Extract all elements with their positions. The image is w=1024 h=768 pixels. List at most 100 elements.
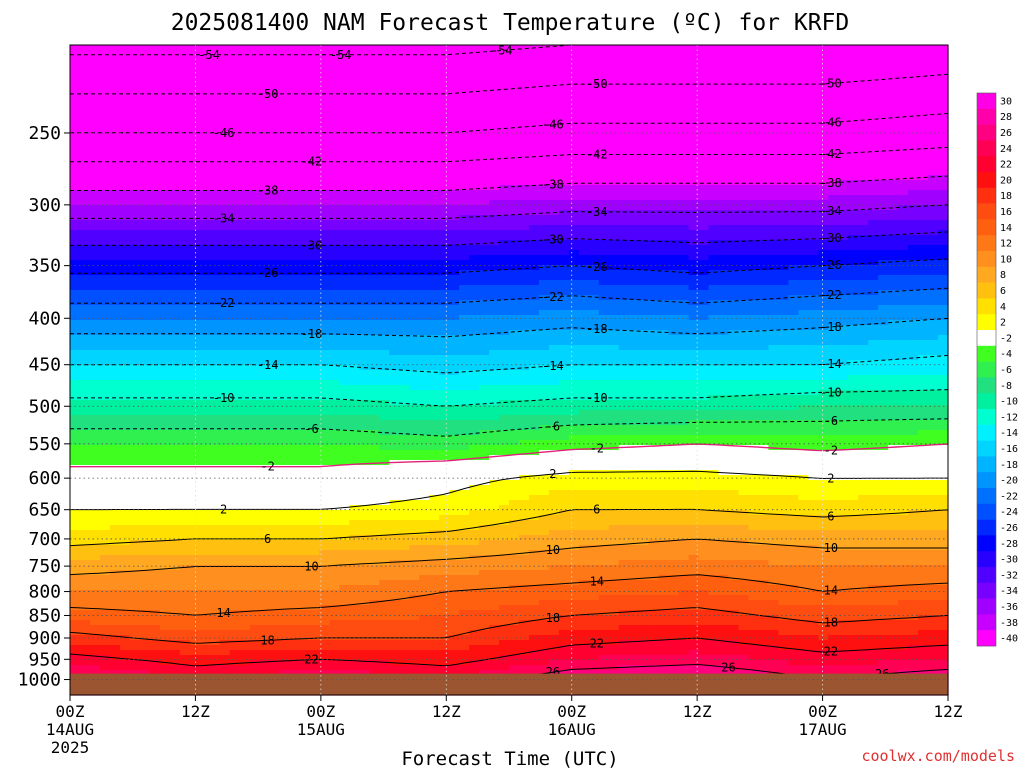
temperature-cell	[399, 405, 410, 411]
temperature-cell	[99, 580, 111, 586]
temperature-cell	[359, 515, 370, 521]
temperature-cell	[279, 560, 291, 566]
temperature-cell	[309, 200, 321, 206]
temperature-cell	[449, 305, 460, 311]
temperature-cell	[369, 465, 380, 471]
temperature-cell	[99, 650, 111, 656]
temperature-cell	[109, 465, 121, 471]
temperature-cell	[419, 135, 430, 141]
temperature-cell	[229, 625, 241, 631]
temperature-cell	[309, 155, 321, 161]
temperature-cell	[329, 235, 340, 241]
temperature-cell	[109, 60, 121, 66]
temperature-cell	[379, 515, 390, 521]
temperature-cell	[249, 385, 261, 391]
temperature-cell	[319, 290, 331, 296]
temperature-cell	[349, 195, 360, 201]
temperature-cell	[119, 455, 131, 461]
temperature-cell	[219, 430, 231, 436]
temperature-cell	[439, 365, 450, 371]
temperature-cell	[409, 205, 420, 211]
temperature-cell	[399, 595, 410, 601]
temperature-cell	[139, 245, 151, 251]
temperature-cell	[249, 165, 261, 171]
temperature-cell	[439, 180, 450, 186]
temperature-cell	[289, 620, 301, 626]
temperature-cell	[319, 100, 331, 106]
temperature-cell	[399, 85, 410, 91]
temperature-cell	[129, 215, 141, 221]
temperature-cell	[419, 230, 430, 236]
temperature-cell	[309, 310, 321, 316]
temperature-cell	[109, 205, 121, 211]
temperature-cell	[239, 635, 251, 641]
temperature-cell	[189, 295, 201, 301]
temperature-cell	[179, 310, 191, 316]
temperature-cell	[149, 180, 161, 186]
temperature-cell	[359, 530, 370, 536]
temperature-cell	[189, 475, 201, 481]
temperature-cell	[199, 110, 211, 116]
temperature-cell	[70, 530, 81, 536]
temperature-cell	[229, 185, 241, 191]
temperature-cell	[79, 630, 91, 636]
temperature-cell	[339, 585, 350, 591]
temperature-cell	[389, 630, 400, 636]
temperature-cell	[379, 165, 390, 171]
temperature-cell	[339, 565, 350, 571]
temperature-cell	[439, 460, 450, 466]
temperature-cell	[309, 640, 321, 646]
temperature-cell	[219, 580, 231, 586]
temperature-cell	[89, 445, 101, 451]
temperature-cell	[409, 380, 420, 386]
temperature-cell	[189, 195, 201, 201]
temperature-cell	[419, 165, 430, 171]
temperature-cell	[309, 515, 321, 521]
temperature-cell	[159, 215, 171, 221]
temperature-cell	[439, 425, 450, 431]
temperature-cell	[199, 140, 211, 146]
temperature-cell	[399, 115, 410, 121]
temperature-cell	[119, 510, 131, 516]
temperature-cell	[389, 295, 400, 301]
temperature-cell	[249, 370, 261, 376]
temperature-cell	[89, 295, 101, 301]
temperature-cell	[149, 50, 161, 56]
temperature-cell	[229, 75, 241, 81]
temperature-cell	[369, 590, 380, 596]
temperature-cell	[359, 395, 370, 401]
temperature-cell	[179, 505, 191, 511]
temperature-cell	[149, 140, 161, 146]
temperature-cell	[329, 145, 340, 151]
temperature-cell	[349, 290, 360, 296]
temperature-cell	[279, 165, 291, 171]
temperature-cell	[119, 255, 131, 261]
temperature-cell	[409, 505, 420, 511]
temperature-cell	[129, 405, 141, 411]
temperature-cell	[299, 515, 311, 521]
temperature-cell	[419, 405, 430, 411]
temperature-cell	[299, 55, 311, 61]
temperature-cell	[369, 355, 380, 361]
temperature-cell	[409, 125, 420, 131]
temperature-cell	[299, 165, 311, 171]
temperature-cell	[309, 580, 321, 586]
temperature-cell	[79, 625, 91, 631]
temperature-cell	[159, 150, 171, 156]
temperature-cell	[389, 145, 400, 151]
temperature-cell	[319, 630, 331, 636]
temperature-cell	[379, 330, 390, 336]
temperature-cell	[369, 650, 380, 656]
temperature-cell	[139, 345, 151, 351]
temperature-cell	[79, 235, 91, 241]
temperature-cell	[359, 555, 370, 561]
temperature-cell	[149, 470, 161, 476]
temperature-cell	[429, 320, 440, 326]
temperature-cell	[129, 555, 141, 561]
temperature-cell	[149, 525, 161, 531]
temperature-cell	[259, 60, 271, 66]
temperature-cell	[429, 95, 440, 101]
temperature-cell	[169, 525, 181, 531]
temperature-cell	[349, 485, 360, 491]
temperature-cell	[89, 165, 101, 171]
